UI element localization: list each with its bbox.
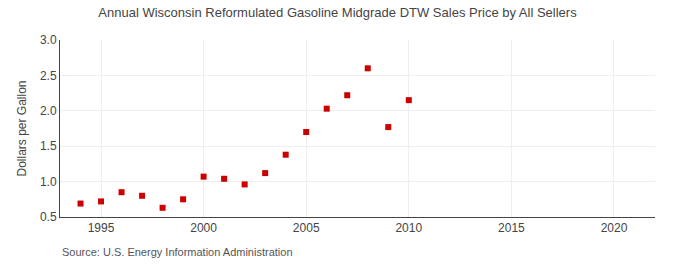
svg-text:2010: 2010	[395, 221, 422, 235]
svg-text:1.0: 1.0	[40, 175, 57, 189]
svg-text:Annual Wisconsin Reformulated: Annual Wisconsin Reformulated Gasoline M…	[98, 5, 577, 20]
svg-text:1995: 1995	[88, 221, 115, 235]
svg-text:2.0: 2.0	[40, 104, 57, 118]
svg-text:Dollars per Gallon: Dollars per Gallon	[15, 80, 29, 176]
svg-text:3.0: 3.0	[40, 33, 57, 47]
svg-text:1.5: 1.5	[40, 139, 57, 153]
svg-text:2000: 2000	[190, 221, 217, 235]
svg-text:2.5: 2.5	[40, 69, 57, 83]
svg-text:2015: 2015	[498, 221, 525, 235]
svg-text:0.5: 0.5	[40, 210, 57, 224]
svg-text:2020: 2020	[601, 221, 628, 235]
svg-text:2005: 2005	[293, 221, 320, 235]
svg-text:Source: U.S. Energy Informatio: Source: U.S. Energy Information Administ…	[62, 246, 293, 258]
